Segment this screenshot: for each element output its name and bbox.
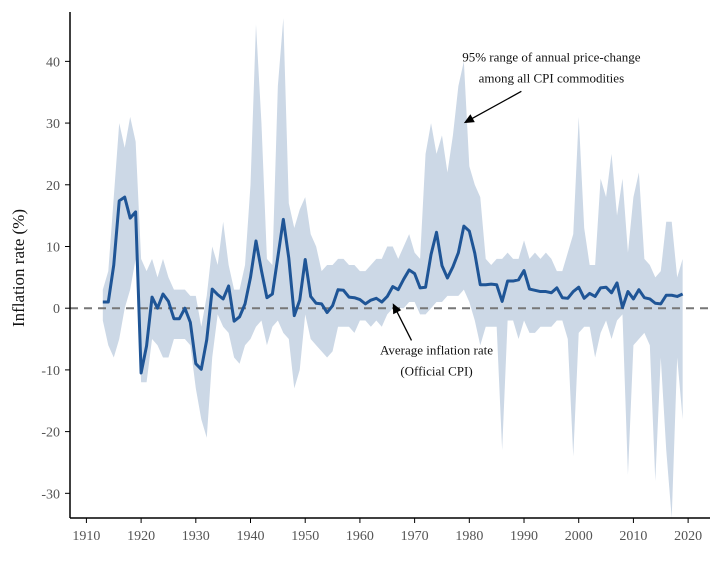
average-inflation-line xyxy=(102,195,684,375)
x-tick-label: 1930 xyxy=(182,529,210,544)
x-tick-label: 2020 xyxy=(674,529,702,544)
annotation-arrow-1 xyxy=(470,90,522,120)
y-tick-label: -20 xyxy=(41,426,60,441)
y-tick-label: 30 xyxy=(46,117,60,132)
annotation-text-2: Average inflation rate (Official CPI) xyxy=(380,342,493,378)
annotation-arrowhead-1 xyxy=(463,114,475,124)
x-tick-label: 1960 xyxy=(346,529,374,544)
annotation-text-1: 95% range of annual price-change among al… xyxy=(462,49,641,85)
y-tick-label: -30 xyxy=(41,487,60,502)
y-tick-label: 0 xyxy=(53,302,60,317)
x-tick-label: 2010 xyxy=(619,529,647,544)
plot-area xyxy=(70,18,710,518)
x-tick-label: 1980 xyxy=(455,529,483,544)
y-tick-label: 10 xyxy=(46,240,60,255)
x-tick-label: 1940 xyxy=(237,529,265,544)
y-tick-label: 40 xyxy=(46,55,60,70)
annotation-arrow-2 xyxy=(395,310,413,341)
y-axis-title: Inflation rate (%) xyxy=(9,209,28,327)
axes: 1910 1920 1930 1940 1950 1960 1970 1980 1990 2000… xyxy=(41,12,710,544)
y-axis-ticks: -30 -20 -10 0 10 20 30 40 xyxy=(41,55,70,502)
y-tick-label: 20 xyxy=(46,179,60,194)
x-axis-ticks: 1910 1920 1930 1940 1950 1960 1970 1980 1990 2000… xyxy=(72,518,702,544)
x-tick-label: 1910 xyxy=(72,529,100,544)
x-tick-label: 1970 xyxy=(401,529,429,544)
price-change-range-band xyxy=(102,18,683,518)
x-tick-label: 1920 xyxy=(127,529,155,544)
x-tick-label: 1990 xyxy=(510,529,538,544)
x-tick-label: 2000 xyxy=(565,529,593,544)
x-tick-label: 1950 xyxy=(291,529,319,544)
annotations: 95% range of annual price-change among al… xyxy=(380,49,641,378)
annotation-arrowhead-2 xyxy=(392,303,402,315)
y-tick-label: -10 xyxy=(41,364,60,379)
